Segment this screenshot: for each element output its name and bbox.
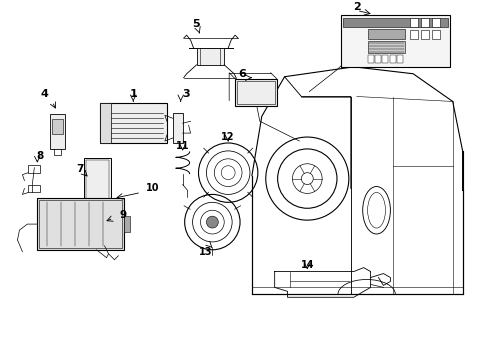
Text: 2: 2: [352, 3, 360, 13]
Text: 6: 6: [238, 69, 245, 79]
Bar: [85, 160, 109, 203]
Text: 3: 3: [182, 89, 189, 99]
Text: 12: 12: [221, 132, 234, 142]
Circle shape: [206, 216, 218, 228]
Bar: [409, 18, 417, 27]
Text: 13: 13: [198, 247, 212, 257]
Bar: [431, 18, 439, 27]
Bar: [367, 29, 405, 39]
Text: 5: 5: [191, 19, 199, 29]
Text: 14: 14: [300, 260, 313, 270]
Bar: [340, 15, 449, 67]
Bar: [431, 30, 439, 39]
Bar: [28, 165, 40, 173]
Bar: [52, 119, 63, 134]
Bar: [367, 55, 373, 63]
Text: 4: 4: [40, 89, 48, 99]
Bar: [37, 198, 124, 250]
Bar: [409, 30, 417, 39]
Bar: [237, 81, 274, 104]
Text: 10: 10: [146, 184, 160, 193]
Bar: [28, 185, 40, 193]
Bar: [172, 113, 183, 143]
Bar: [50, 114, 65, 149]
Bar: [100, 103, 111, 143]
Bar: [100, 103, 166, 143]
Bar: [382, 55, 387, 63]
Bar: [367, 41, 405, 53]
Bar: [83, 158, 111, 205]
Text: 8: 8: [37, 151, 44, 161]
Bar: [420, 18, 428, 27]
Bar: [39, 201, 122, 248]
Bar: [196, 48, 224, 65]
Circle shape: [431, 50, 445, 64]
Text: 11: 11: [176, 141, 189, 151]
Bar: [374, 55, 380, 63]
Bar: [124, 216, 130, 232]
Bar: [420, 30, 428, 39]
Circle shape: [342, 35, 362, 55]
Bar: [235, 79, 276, 107]
Bar: [389, 55, 395, 63]
Bar: [397, 55, 403, 63]
Text: 9: 9: [120, 210, 127, 220]
Text: 7: 7: [76, 164, 83, 174]
Bar: [342, 18, 447, 27]
Text: 1: 1: [129, 89, 137, 99]
